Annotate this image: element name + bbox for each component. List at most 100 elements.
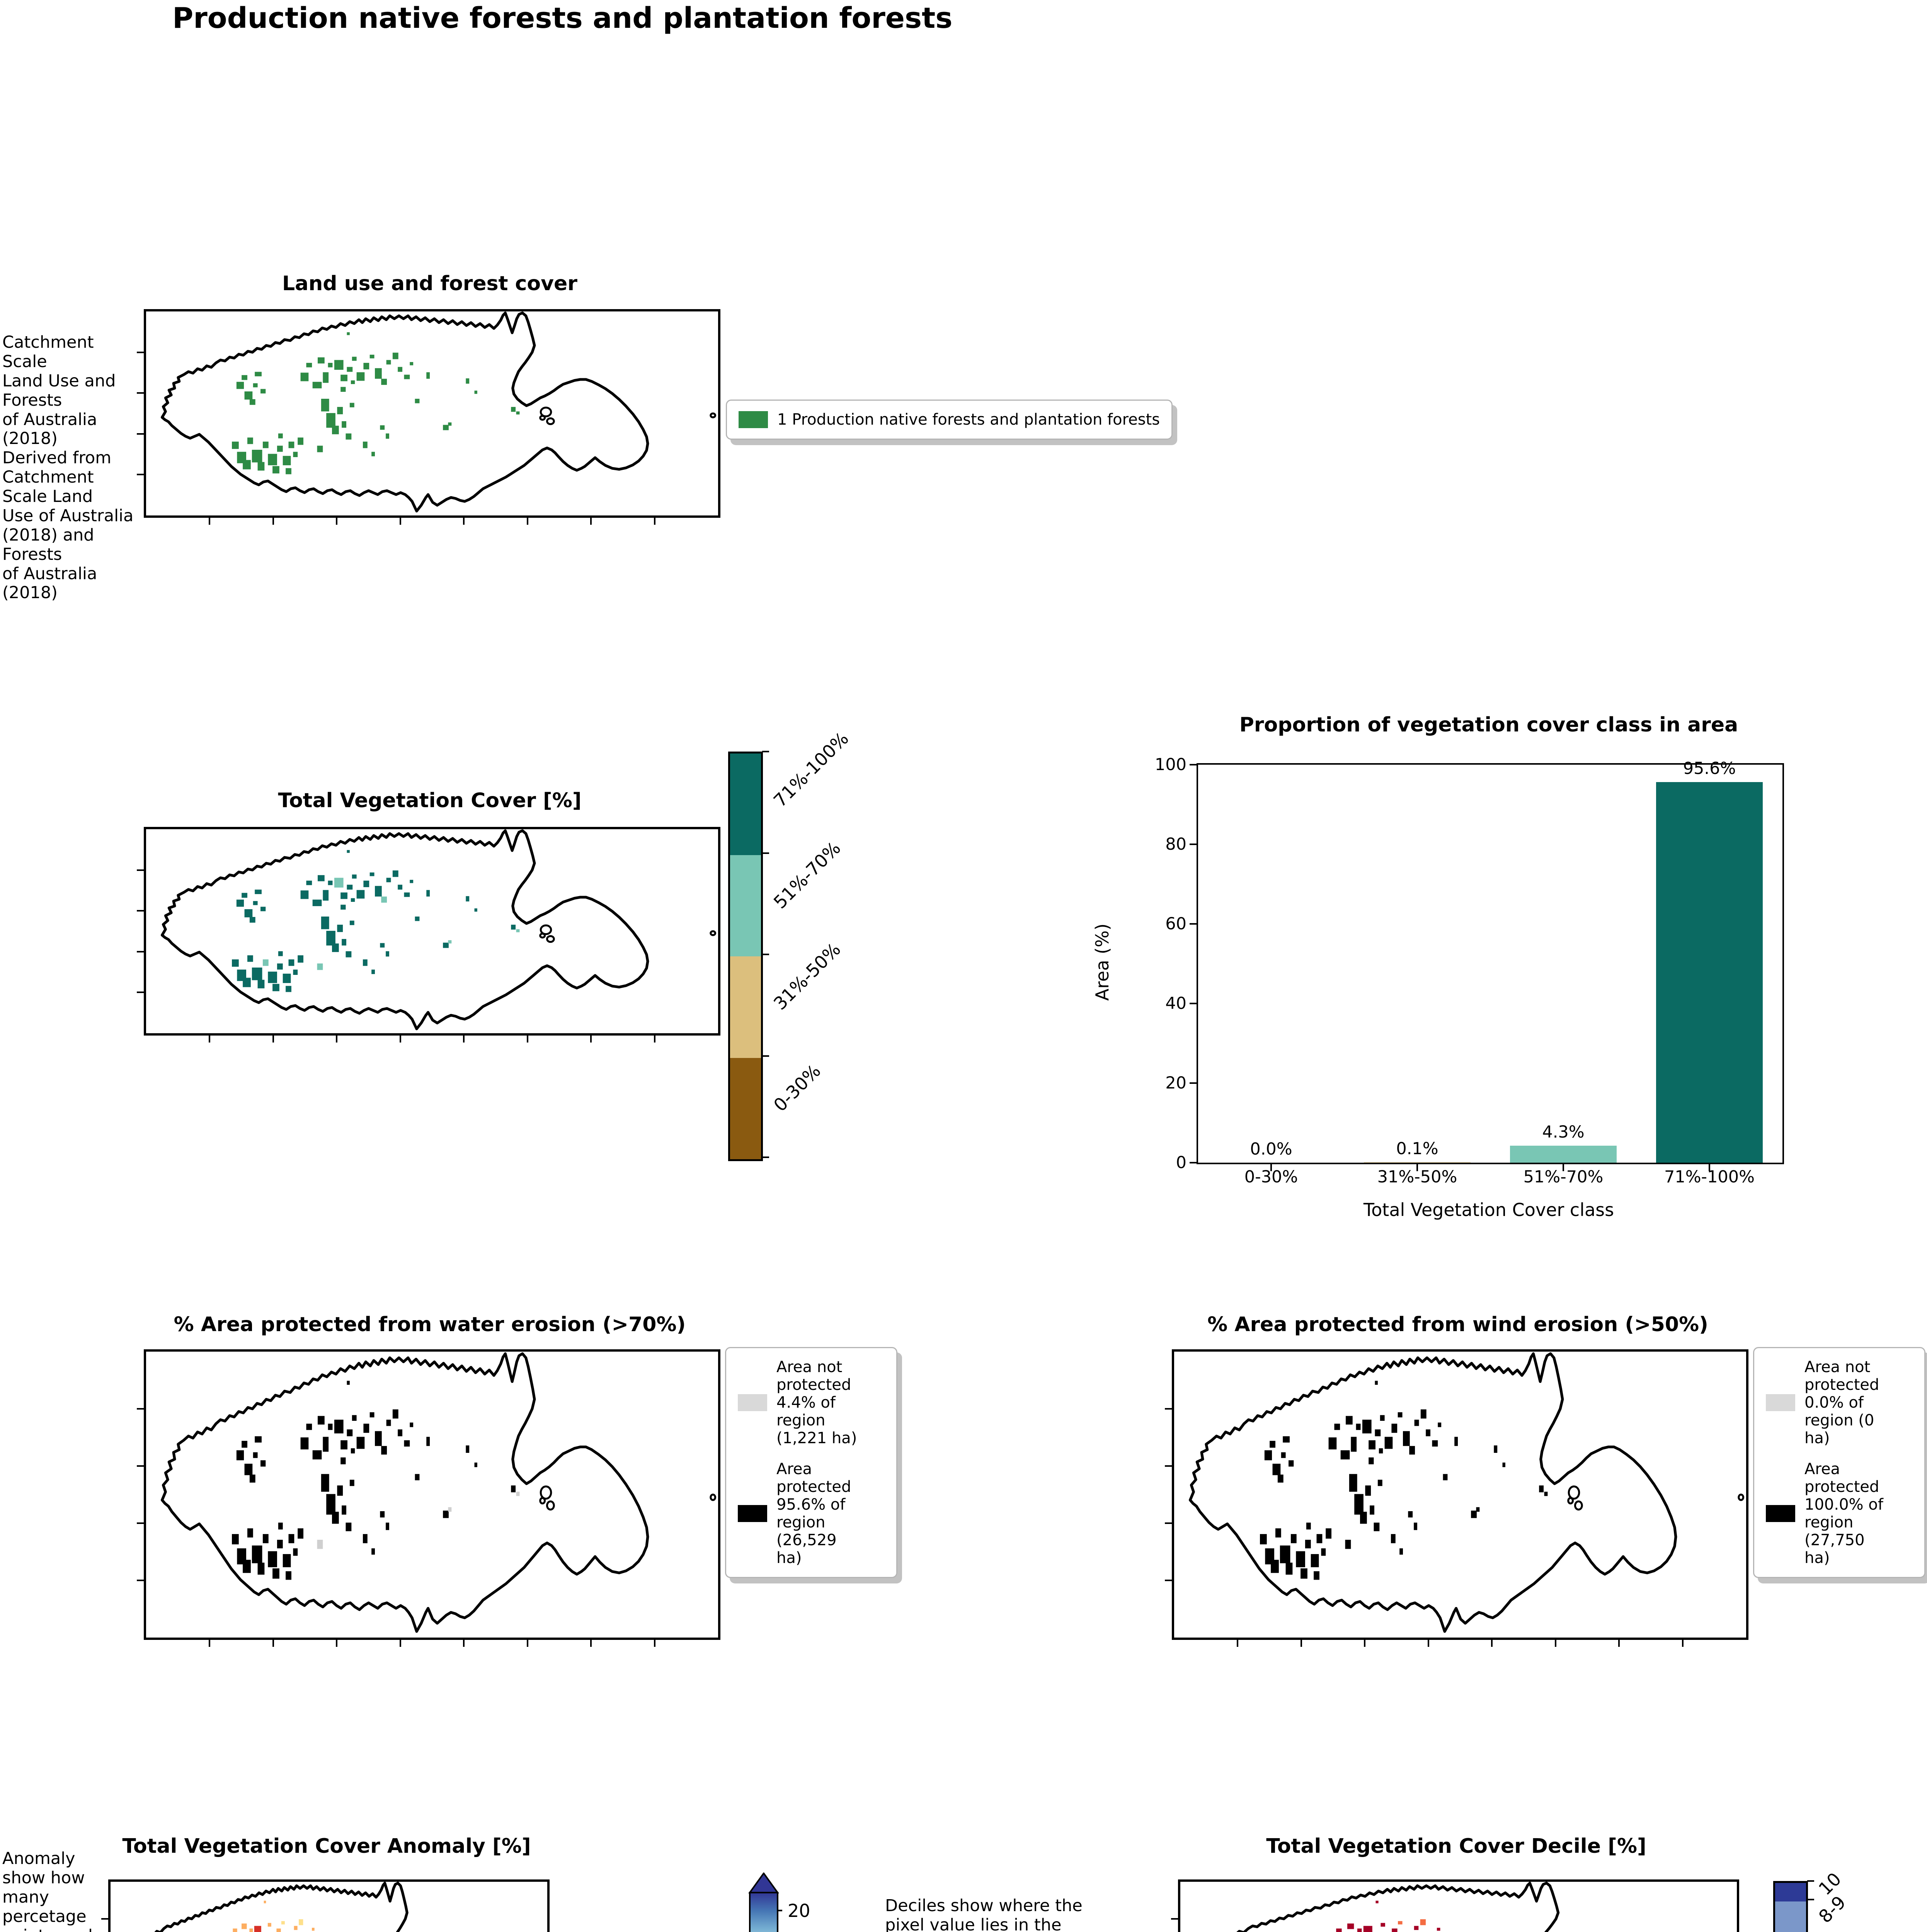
forest-pixel: [257, 980, 265, 988]
forest-pixel: [1316, 1534, 1323, 1543]
forest-pixel: [1272, 1464, 1281, 1475]
forest-pixel: [312, 382, 322, 389]
legend-item: Area not protected 4.4% of region (1,221…: [738, 1358, 885, 1447]
island-outline: [547, 418, 554, 424]
decile-map-canvas: [1180, 1882, 1737, 1932]
forest-pixel: [323, 372, 329, 383]
forest-pixel: [232, 959, 239, 967]
forest-pixel: [278, 951, 283, 956]
forest-pixel: [342, 421, 346, 428]
anomaly-map-title: Total Vegetation Cover Anomaly [%]: [122, 1835, 531, 1858]
island-outline: [541, 408, 551, 417]
forest-pixel: [1502, 1463, 1505, 1467]
water-erosion-map: [137, 1349, 720, 1647]
colorbar-tick-label: 8-9: [1814, 1891, 1850, 1927]
forest-pixel: [300, 890, 309, 899]
forest-pixel: [306, 1423, 312, 1430]
forest-pixel: [249, 1928, 253, 1932]
island-outline: [547, 936, 554, 942]
forest-pixel: [1289, 1460, 1294, 1467]
colorbar-tick-label: 51%-70%: [769, 837, 845, 913]
island-outline: [540, 934, 545, 937]
forest-pixel: [1345, 1539, 1351, 1549]
map-axis-tick: [137, 1408, 144, 1410]
forest-pixel: [277, 963, 283, 970]
forest-pixel: [1544, 1492, 1548, 1496]
forest-pixel: [1270, 1440, 1275, 1448]
island-outline: [711, 1495, 715, 1500]
forest-pixel: [375, 368, 382, 379]
forest-pixel: [257, 1563, 265, 1575]
map-axis-tick: [1364, 1640, 1366, 1647]
forest-pixel: [347, 367, 353, 372]
legend-label: Area not protected 0.0% of region (0 ha): [1804, 1358, 1879, 1447]
forest-pixel: [232, 441, 239, 449]
y-tick-label: 60: [1165, 914, 1187, 934]
forest-pixel: [1414, 1926, 1419, 1930]
forest-pixel: [347, 1381, 350, 1385]
forest-pixel: [260, 389, 266, 394]
forest-pixel: [236, 900, 244, 907]
map-axis-tick: [137, 392, 144, 394]
forest-pixel: [1281, 1452, 1286, 1458]
forest-pixel: [1414, 1522, 1417, 1530]
forest-pixel: [288, 959, 294, 966]
forest-pixel: [392, 1409, 398, 1419]
forest-pixel: [1454, 1437, 1458, 1446]
chart-x-axis-label: Total Vegetation Cover class: [1363, 1199, 1614, 1220]
forest-pixel: [1277, 1475, 1284, 1483]
colorbar-tick: [762, 1156, 769, 1158]
forest-pixel: [380, 1511, 385, 1518]
map-axis-tick: [463, 1036, 465, 1043]
forest-pixel: [244, 391, 253, 400]
forest-pixel: [351, 380, 355, 384]
forest-pixel: [371, 452, 375, 456]
forest-pixel: [398, 884, 403, 890]
forest-pixel: [1379, 1448, 1383, 1454]
forest-pixel: [242, 893, 247, 898]
forest-pixel: [1377, 1480, 1382, 1486]
forest-pixel: [1398, 1921, 1403, 1925]
legend-label: 1 Production native forests and plantati…: [777, 411, 1160, 429]
forest-pixel: [410, 879, 414, 883]
tvc-map-title: Total Vegetation Cover [%]: [278, 789, 582, 812]
forest-pixel: [306, 881, 312, 885]
forest-pixel: [1326, 1528, 1331, 1539]
forest-pixel: [1321, 1548, 1326, 1556]
forest-pixel: [293, 452, 298, 457]
chart-title: Proportion of vegetation cover class in …: [1239, 713, 1738, 736]
forest-pixel: [474, 908, 477, 912]
forest-pixel: [1443, 1474, 1448, 1480]
forest-pixel: [318, 875, 325, 881]
forest-pixel: [363, 881, 369, 887]
forest-pixel: [321, 916, 329, 929]
colorbar-segment: [730, 855, 761, 956]
forest-pixel: [267, 1923, 271, 1927]
forest-pixel: [244, 909, 253, 918]
landuse-map-title: Land use and forest cover: [282, 272, 577, 295]
forest-pixel: [342, 1505, 346, 1515]
colorbar-body: [728, 752, 763, 1161]
region-boundary: [123, 1883, 494, 1932]
map-axis-tick: [137, 1465, 144, 1467]
forest-pixel: [312, 900, 322, 906]
forest-pixel: [1363, 1926, 1372, 1932]
forest-pixel: [323, 890, 329, 901]
forest-pixel: [347, 332, 350, 335]
forest-pixel: [1370, 1505, 1374, 1515]
tvc-map: [137, 827, 720, 1043]
water-erosion-legend: Area not protected 4.4% of region (1,221…: [725, 1347, 897, 1578]
forest-pixel: [426, 1437, 430, 1446]
forest-pixel: [233, 1928, 237, 1932]
forest-pixel: [1336, 1928, 1342, 1932]
forest-pixel: [337, 925, 343, 932]
landuse-map-canvas: [146, 311, 718, 515]
landuse-legend: 1 Production native forests and plantati…: [726, 400, 1173, 440]
island-outline: [1569, 1486, 1579, 1499]
forest-pixel: [1347, 1923, 1354, 1929]
forest-pixel: [318, 1416, 325, 1425]
forest-pixel: [264, 1900, 266, 1903]
forest-pixel: [332, 1512, 339, 1524]
y-tick-label: 100: [1154, 755, 1187, 774]
y-tick-label: 40: [1165, 994, 1187, 1013]
